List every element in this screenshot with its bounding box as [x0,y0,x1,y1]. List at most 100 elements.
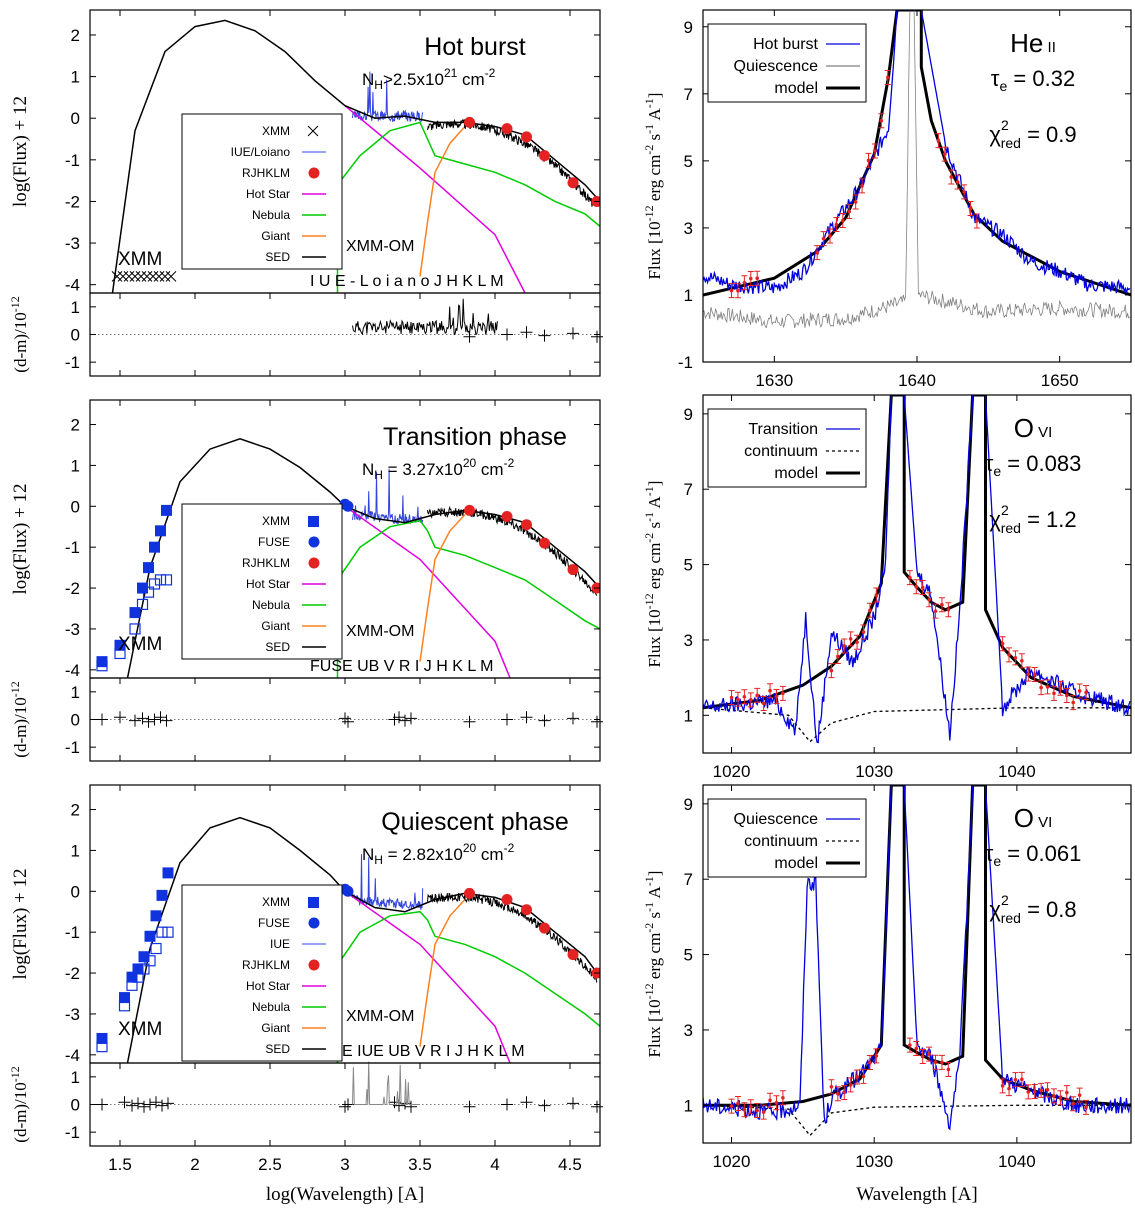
xmm-point [165,270,177,282]
tau-value: = 0.32 [1007,66,1075,91]
flux-ylabel-exp: -2 [642,923,656,933]
data-point [962,190,966,194]
residual-point [538,329,551,342]
ion-stage: II [1043,39,1056,56]
nh-unit-exp: -2 [485,66,496,80]
tau-symbol: τ [991,66,1000,91]
sed-ylabel: log(Flux) + 12 [10,96,31,207]
nh-label: N [362,460,374,479]
data-point [955,180,960,184]
y-tick-label: 1 [71,1068,80,1087]
nh-text: >2.5x10 [383,70,444,89]
series-hot-burst [703,10,1131,294]
legend-label: RJHKLM [242,166,290,180]
xmm-open-point [148,578,161,590]
legend-box [707,408,867,488]
data-point [874,1054,879,1058]
data-point [868,608,872,613]
data-point [1071,700,1076,705]
x-tick-label: 1030 [855,1152,893,1171]
nh-exp: 20 [463,456,477,470]
data-point [1045,1087,1050,1092]
res-ylabel-text: (d-m)/10 [11,1082,30,1142]
y-tick-label: -2 [65,192,80,211]
legend-label: Nebula [252,1000,290,1014]
residual-point [399,714,411,727]
plot-frame [702,784,1132,1144]
legend-label: Hot Star [246,577,290,591]
data-point [829,1084,834,1089]
optical-spectrum [427,892,598,983]
plot-area [703,785,1131,1137]
nh-sub: H [374,78,383,92]
left-xlabel: log(Wavelength) [A] [266,1184,424,1205]
flux-ylabel-exp: -12 [642,983,656,999]
residual-point [132,1097,144,1110]
data-point [729,695,734,700]
tau-annotation: τe = 0.061 [985,841,1082,869]
residual-point [342,1098,354,1111]
residual-point [160,714,173,727]
data-point [736,697,740,702]
data-point [908,1043,912,1047]
residual-point [501,713,513,726]
sed-panel-2: -4 -3 -2 -1 0 1 2 Transition phase NH = 3.27x102… [10,399,601,680]
series-quiescence [703,10,1131,329]
legend-label: model [774,80,818,97]
chi-annotation: χ2 red = 0.8 [989,892,1076,926]
y-tick-label: -1 [65,738,80,757]
data-point [1058,686,1063,691]
residual-spectrum [352,1061,420,1105]
data-point [834,222,839,227]
data-point [927,597,931,602]
data-point [933,1060,938,1065]
y-tick-label: -4 [65,1046,80,1065]
data-point [742,694,747,699]
panel-title: Hot burst [424,33,525,61]
rjhklm-point [501,893,513,905]
chi-sub: red [1001,520,1021,536]
res-ylabel: (d-m)/10-12 [8,1066,30,1142]
y-tick-label: -4 [65,276,80,295]
right-xlabel: Wavelength [A] [856,1184,977,1205]
data-point [736,1101,740,1106]
legend-label: XMM [262,895,290,909]
series-nebula [336,519,600,678]
residual-point [520,1096,533,1109]
legend-box [181,503,343,660]
residual-point [591,715,603,728]
y-tick-label: 2 [71,26,80,45]
series-nebula [336,121,600,293]
residual-point [96,1098,108,1111]
x-tick-label: 1030 [855,762,893,781]
x-tick-label: 1020 [713,1152,751,1171]
rjhklm-point [464,116,475,128]
nh-unit: cm [457,70,484,89]
legend-label: RJHKLM [242,556,290,570]
data-point [940,602,944,607]
residual-point [142,715,155,728]
nh-unit-exp: -2 [504,456,515,470]
x-tick-label: 1640 [898,371,936,390]
rjhklm-point [464,504,475,516]
legend-label: Nebula [252,208,290,222]
legend-label: RJHKLM [242,958,290,972]
rjhklm-point [567,564,579,576]
legend: XMM IUE/Loiano RJHKLM Hot Star Nebula Giant SE… [181,113,343,270]
legend-label: Hot Star [246,979,290,993]
y-tick-label: 1 [71,456,80,475]
residual-point [567,712,579,725]
y-tick-label: -3 [65,234,80,253]
data-point [821,236,826,241]
plot-frame [89,1062,601,1147]
rjhklm-point [501,511,513,523]
data-point [848,1083,853,1087]
residual-point [144,1098,156,1111]
flux-ylabel-exp: -1 [642,902,656,912]
data-point [836,1091,840,1096]
data-point [781,691,785,696]
data-point [1084,1105,1088,1110]
chi-sup: 2 [1001,502,1009,518]
series-transition [703,395,1131,744]
